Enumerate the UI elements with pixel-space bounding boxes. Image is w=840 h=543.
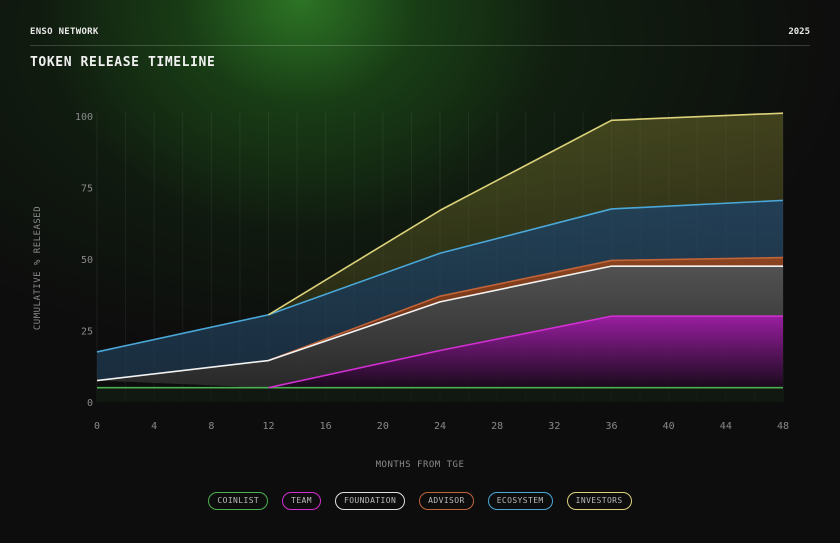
investors-line [268,112,784,316]
area-layers [97,113,783,402]
legend: COINLIST TEAM FOUNDATION ADVISOR ECOSYSTEM IN… [0,492,840,510]
x-tick-label: 8 [208,421,214,432]
header-divider [30,45,810,46]
y-tick-label: 0 [87,398,93,409]
x-tick-label: 12 [262,421,274,432]
investors-area [268,113,783,315]
x-tick-label: 48 [777,421,789,432]
y-tick-label: 75 [81,184,93,195]
legend-item-advisor[interactable]: ADVISOR [419,492,474,510]
x-tick-label: 0 [94,421,100,432]
ecosystem-line [96,199,784,353]
y-tick-label: 25 [81,327,93,338]
x-tick-label: 16 [320,421,332,432]
foundation-area [97,266,783,388]
x-tick-label: 28 [491,421,503,432]
y-tick-labels: 0 25 50 75 100 [75,112,93,409]
y-axis-label: CUMULATIVE % RELEASED [33,206,43,330]
series-lines [96,112,784,389]
legend-item-team[interactable]: TEAM [282,492,321,510]
team-line [268,315,783,389]
x-tick-label: 44 [720,421,732,432]
y-tick-label: 50 [81,255,93,266]
x-tick-labels: 0 4 8 12 16 20 24 28 32 36 40 44 48 [94,421,789,432]
x-tick-label: 40 [663,421,675,432]
ecosystem-area [97,200,783,381]
coinlist-area [97,387,783,402]
x-tick-label: 20 [377,421,389,432]
x-axis-label: MONTHS FROM TGE [376,460,465,470]
x-tick-label: 32 [548,421,560,432]
legend-item-ecosystem[interactable]: ECOSYSTEM [487,492,553,510]
advisor-line [268,256,784,362]
x-tick-label: 36 [605,421,617,432]
foundation-line [96,265,783,382]
x-tick-label: 24 [434,421,446,432]
team-area [268,316,783,388]
legend-item-foundation[interactable]: FOUNDATION [335,492,406,510]
y-tick-label: 100 [75,112,93,123]
year-label: 2025 [788,27,810,37]
legend-item-coinlist[interactable]: COINLIST [208,492,269,510]
x-tick-label: 4 [151,421,157,432]
brand-label: ENSO NETWORK [30,27,99,37]
page-title: TOKEN RELEASE TIMELINE [30,55,216,70]
legend-item-investors[interactable]: INVESTORS [566,492,632,510]
